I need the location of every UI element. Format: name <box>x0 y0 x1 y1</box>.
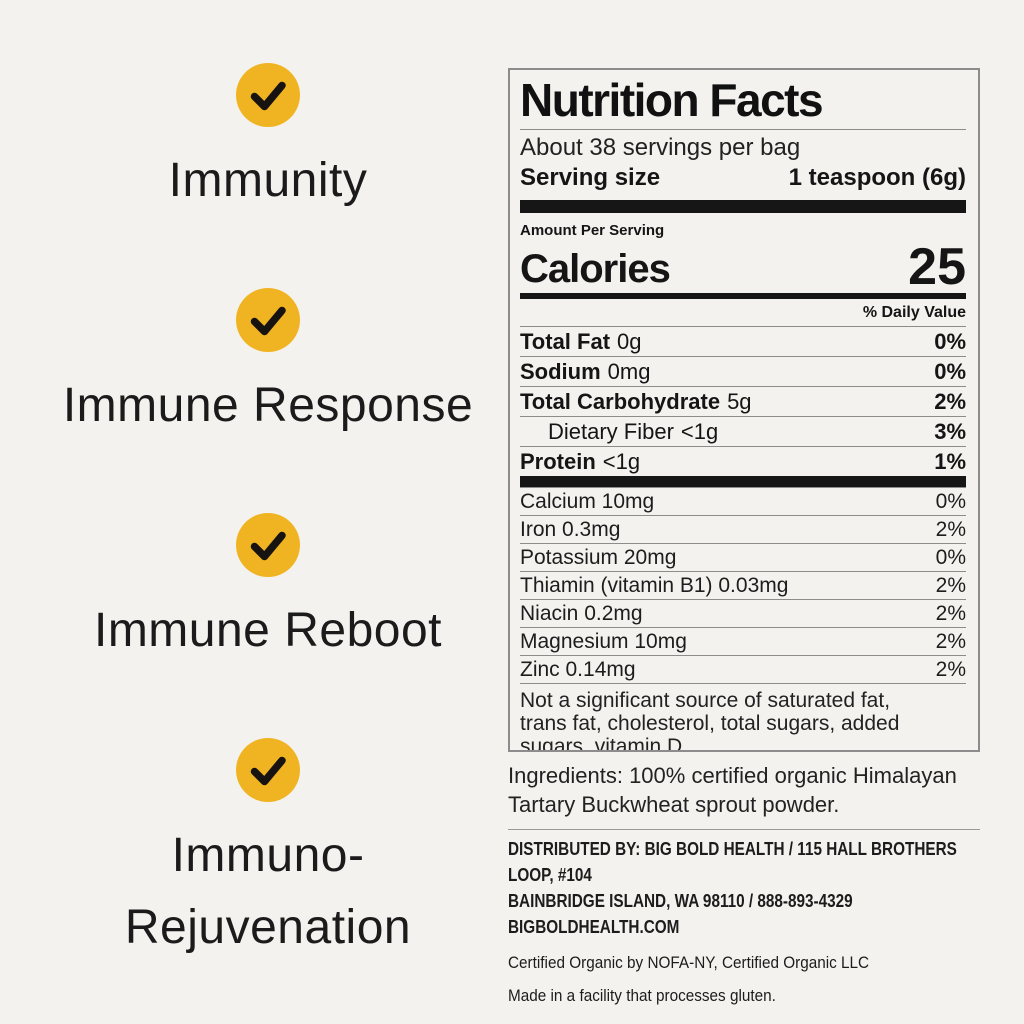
nutrient-daily-value: 0% <box>935 546 966 569</box>
nutrient-name-amount: Niacin 0.2mg <box>520 602 643 625</box>
nutrient-daily-value: 2% <box>935 658 966 681</box>
divider <box>508 829 980 830</box>
nutrient-row: Potassium 20mg 0% <box>520 543 966 571</box>
nutrient-amount: 0g <box>617 329 642 354</box>
checkmark-icon <box>236 288 300 352</box>
section-divider-bar <box>520 476 966 487</box>
nutrient-daily-value: 2% <box>935 574 966 597</box>
nutrient-daily-value: 2% <box>935 518 966 541</box>
nutrient-daily-value: 1% <box>934 449 966 474</box>
distributed-by-text: DISTRIBUTED BY: BIG BOLD HEALTH / 115 HA… <box>508 839 957 937</box>
nutrient-name: Sodium <box>520 359 601 384</box>
nutrient-amount: <1g <box>680 419 719 444</box>
servings-per-bag: About 38 servings per bag <box>520 134 801 161</box>
benefit-label: Immunity <box>168 154 368 207</box>
medium-divider-bar <box>520 293 966 299</box>
not-significant-footnote: Not a significant source of saturated fa… <box>520 683 966 750</box>
nutrient-name: Potassium 20mg <box>520 546 677 569</box>
gluten-facility-text: Made in a facility that processes gluten… <box>508 986 776 1005</box>
ingredients-text: Ingredients: 100% certified organic Hima… <box>508 763 957 817</box>
serving-size-row: Serving size 1 teaspoon (6g) <box>520 163 966 193</box>
nutrient-name-amount: Sodium 0mg <box>520 359 650 384</box>
nutrient-name-amount: Protein <1g <box>520 449 640 474</box>
nutrient-name: Calcium 10mg <box>520 490 655 513</box>
amount-per-serving-label: Amount Per Serving <box>520 222 665 239</box>
nutrient-row: Zinc 0.14mg 2% <box>520 655 966 683</box>
nutrient-amount: 0mg <box>607 359 651 384</box>
nutrient-row: Magnesium 10mg 2% <box>520 627 966 655</box>
nutrient-daily-value: 2% <box>935 602 966 625</box>
calories-label: Calories <box>520 247 671 291</box>
nutrient-daily-value: 2% <box>935 630 966 653</box>
serving-size-label: Serving size <box>520 164 661 191</box>
thick-divider-bar <box>520 200 966 213</box>
nutrient-name-amount: Potassium 20mg <box>520 546 676 569</box>
nutrient-row: Iron 0.3mg 2% <box>520 515 966 543</box>
nutrient-name-amount: Total Fat 0g <box>520 329 642 354</box>
nutrient-daily-value: 3% <box>934 419 966 444</box>
benefit-item: Immune Response <box>28 288 508 442</box>
calories-value: 25 <box>908 238 966 296</box>
nutrient-name: Dietary Fiber <box>548 419 674 444</box>
benefit-item: Immune Reboot <box>28 513 508 667</box>
nutrient-name: Total Fat <box>520 329 611 354</box>
micro-nutrient-rows: Calcium 10mg 0% Iron 0.3mg 2% Potassium … <box>520 487 966 683</box>
benefit-label: Immuno- Rejuvenation <box>124 829 412 954</box>
nutrient-row: Calcium 10mg 0% <box>520 487 966 515</box>
nutrient-row: Sodium 0mg 0% <box>520 356 966 386</box>
nutrient-amount: <1g <box>602 449 641 474</box>
nutrient-daily-value: 0% <box>934 329 966 354</box>
benefit-item: Immunity <box>28 63 508 217</box>
nutrient-name-amount: Iron 0.3mg <box>520 518 620 541</box>
benefits-list: Immunity Immune Response Immune Reboot <box>28 0 508 1024</box>
nutrient-row: Dietary Fiber <1g 3% <box>520 416 966 446</box>
calories-row: Calories 25 <box>520 238 966 296</box>
benefit-label: Immune Response <box>62 379 474 432</box>
nutrient-row: Niacin 0.2mg 2% <box>520 599 966 627</box>
nutrient-row: Total Fat 0g 0% <box>520 326 966 356</box>
nutrient-name: Total Carbohydrate <box>520 389 721 414</box>
checkmark-icon <box>236 63 300 127</box>
certified-organic-text: Certified Organic by NOFA-NY, Certified … <box>508 953 870 972</box>
nutrient-name: Magnesium 10mg <box>520 630 687 653</box>
nutrient-row: Protein <1g 1% <box>520 446 966 476</box>
benefit-item: Immuno- Rejuvenation <box>28 738 508 964</box>
nutrient-name-amount: Calcium 10mg <box>520 490 654 513</box>
checkmark-icon <box>236 513 300 577</box>
nutrient-name-amount: Dietary Fiber <1g <box>520 419 718 444</box>
nutrition-column: Nutrition Facts About 38 servings per ba… <box>508 68 980 1006</box>
nutrient-row: Thiamin (vitamin B1) 0.03mg 2% <box>520 571 966 599</box>
nutrient-amount: 5g <box>727 389 752 414</box>
nutrient-daily-value: 2% <box>934 389 966 414</box>
nutrient-row: Total Carbohydrate 5g 2% <box>520 386 966 416</box>
serving-size-value: 1 teaspoon (6g) <box>788 164 966 191</box>
divider <box>520 129 966 130</box>
nutrient-name: Niacin 0.2mg <box>520 602 643 625</box>
macro-nutrient-rows: Total Fat 0g 0% Sodium 0mg 0% Total Carboh… <box>520 326 966 476</box>
nutrient-daily-value: 0% <box>934 359 966 384</box>
nutrient-name-amount: Magnesium 10mg <box>520 630 687 653</box>
checkmark-icon <box>236 738 300 802</box>
nutrient-name-amount: Total Carbohydrate 5g <box>520 389 752 414</box>
nutrient-daily-value: 0% <box>935 490 966 513</box>
nutrient-name-amount: Thiamin (vitamin B1) 0.03mg <box>520 574 788 597</box>
nutrient-name-amount: Zinc 0.14mg <box>520 658 636 681</box>
nutrient-name: Zinc 0.14mg <box>520 658 636 681</box>
nutrition-facts-label: Nutrition Facts About 38 servings per ba… <box>508 68 980 752</box>
nutrient-name: Protein <box>520 449 596 474</box>
nutrition-facts-title: Nutrition Facts <box>520 74 824 126</box>
nutrient-name: Thiamin (vitamin B1) 0.03mg <box>520 574 789 597</box>
nutrient-name: Iron 0.3mg <box>520 518 621 541</box>
benefit-label: Immune Reboot <box>93 604 442 657</box>
daily-value-header: % Daily Value <box>862 304 966 321</box>
